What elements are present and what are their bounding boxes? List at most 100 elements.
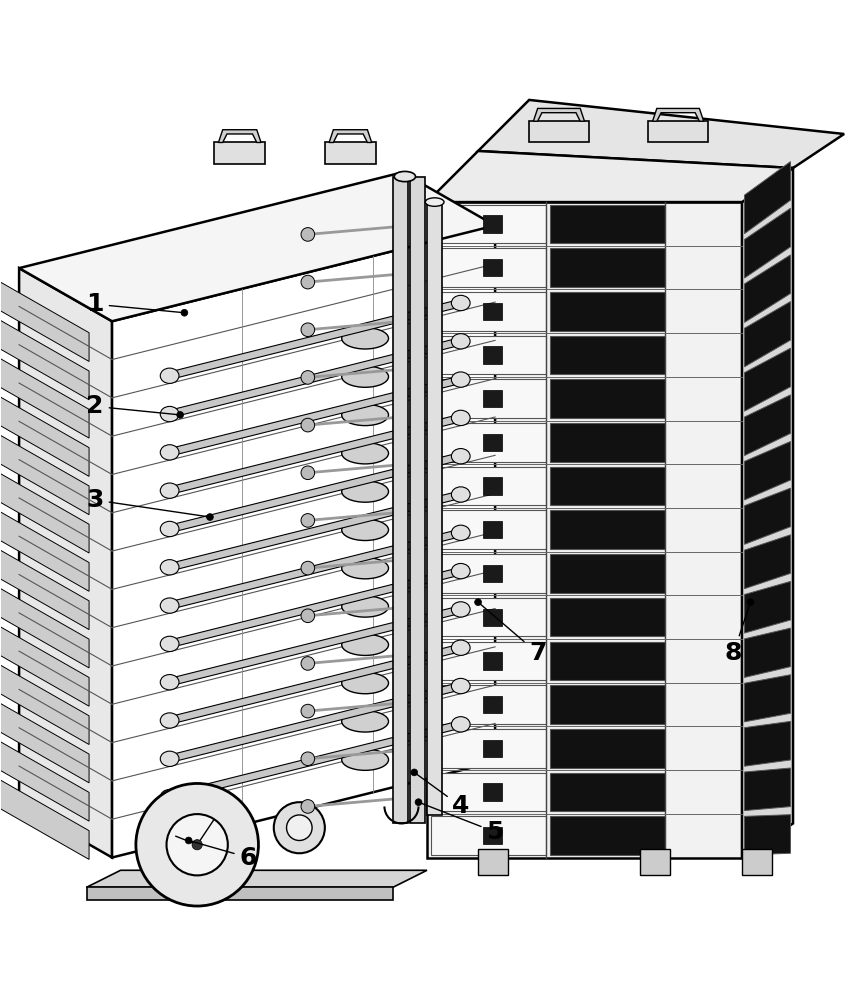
Ellipse shape — [341, 366, 388, 387]
Polygon shape — [0, 318, 89, 400]
Polygon shape — [744, 348, 790, 411]
Text: 5: 5 — [421, 803, 503, 844]
Polygon shape — [0, 356, 89, 438]
Ellipse shape — [341, 634, 388, 655]
Polygon shape — [741, 849, 771, 875]
Ellipse shape — [160, 560, 179, 575]
Ellipse shape — [341, 328, 388, 349]
Ellipse shape — [451, 410, 469, 426]
Circle shape — [410, 769, 417, 776]
Ellipse shape — [451, 563, 469, 579]
Polygon shape — [431, 510, 546, 549]
Ellipse shape — [341, 443, 388, 464]
Text: 4: 4 — [416, 774, 469, 818]
Circle shape — [185, 837, 192, 844]
Polygon shape — [533, 108, 583, 121]
Polygon shape — [744, 581, 790, 633]
Polygon shape — [0, 778, 89, 859]
Circle shape — [300, 609, 314, 623]
Ellipse shape — [160, 406, 179, 422]
Ellipse shape — [341, 558, 388, 579]
Polygon shape — [550, 510, 664, 549]
Polygon shape — [550, 379, 664, 418]
Circle shape — [181, 309, 188, 316]
Polygon shape — [550, 685, 664, 724]
Polygon shape — [483, 827, 501, 844]
Circle shape — [300, 752, 314, 766]
Polygon shape — [550, 598, 664, 636]
Polygon shape — [550, 205, 664, 243]
Ellipse shape — [341, 481, 388, 502]
Circle shape — [474, 599, 481, 606]
Polygon shape — [170, 529, 461, 609]
Polygon shape — [218, 130, 261, 142]
Circle shape — [300, 275, 314, 289]
Polygon shape — [170, 721, 461, 801]
Polygon shape — [483, 215, 501, 233]
Ellipse shape — [160, 445, 179, 460]
Circle shape — [206, 514, 213, 520]
Polygon shape — [170, 644, 461, 724]
Ellipse shape — [160, 368, 179, 383]
Polygon shape — [170, 337, 461, 418]
Circle shape — [300, 561, 314, 575]
Circle shape — [300, 657, 314, 670]
Polygon shape — [483, 740, 501, 757]
Polygon shape — [483, 434, 501, 451]
Text: 8: 8 — [724, 605, 749, 665]
Ellipse shape — [160, 483, 179, 498]
Polygon shape — [550, 773, 664, 811]
Ellipse shape — [451, 295, 469, 311]
Polygon shape — [0, 395, 89, 476]
Polygon shape — [431, 292, 546, 331]
Polygon shape — [431, 379, 546, 418]
Circle shape — [300, 323, 314, 337]
Ellipse shape — [160, 713, 179, 728]
Ellipse shape — [341, 749, 388, 770]
Polygon shape — [550, 423, 664, 462]
Polygon shape — [431, 423, 546, 462]
Polygon shape — [214, 142, 265, 164]
Circle shape — [300, 800, 314, 813]
Polygon shape — [550, 467, 664, 505]
Ellipse shape — [451, 640, 469, 655]
Polygon shape — [0, 471, 89, 553]
Polygon shape — [741, 168, 792, 858]
Ellipse shape — [341, 519, 388, 541]
Polygon shape — [0, 663, 89, 745]
Polygon shape — [483, 303, 501, 320]
Polygon shape — [550, 336, 664, 374]
Circle shape — [300, 418, 314, 432]
Ellipse shape — [451, 372, 469, 387]
Polygon shape — [744, 255, 790, 322]
Polygon shape — [431, 467, 546, 505]
Ellipse shape — [160, 789, 179, 805]
Polygon shape — [431, 205, 546, 243]
Polygon shape — [431, 816, 546, 855]
Ellipse shape — [341, 672, 388, 694]
Polygon shape — [19, 172, 495, 321]
Polygon shape — [478, 849, 508, 875]
Polygon shape — [744, 628, 790, 677]
Polygon shape — [324, 142, 375, 164]
Circle shape — [177, 411, 183, 418]
Polygon shape — [744, 208, 790, 278]
Polygon shape — [426, 202, 741, 858]
Polygon shape — [550, 729, 664, 768]
Polygon shape — [19, 268, 112, 858]
Polygon shape — [86, 887, 392, 900]
Polygon shape — [426, 202, 442, 815]
Polygon shape — [0, 433, 89, 515]
Polygon shape — [550, 642, 664, 680]
Polygon shape — [328, 130, 371, 142]
Polygon shape — [478, 100, 843, 168]
Ellipse shape — [160, 636, 179, 652]
Polygon shape — [0, 701, 89, 783]
Text: 3: 3 — [86, 488, 207, 517]
Polygon shape — [170, 414, 461, 495]
Ellipse shape — [160, 598, 179, 613]
Text: 7: 7 — [479, 604, 546, 665]
Polygon shape — [483, 565, 501, 582]
Polygon shape — [550, 816, 664, 855]
Circle shape — [300, 466, 314, 480]
